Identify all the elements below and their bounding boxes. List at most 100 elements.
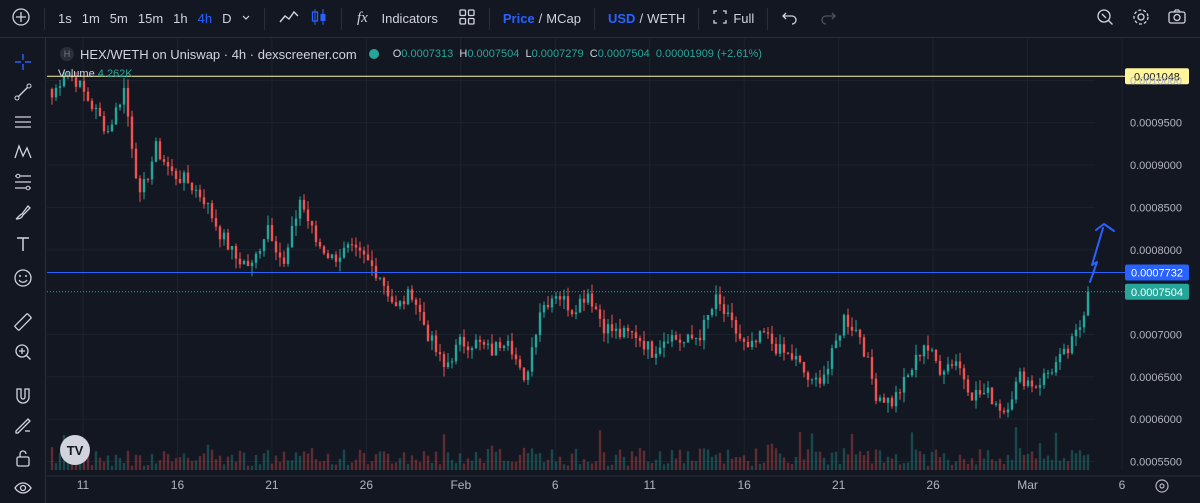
candle bbox=[502, 345, 506, 348]
ohlc-values: O0.0007313 H0.0007504 L0.0007279 C0.0007… bbox=[393, 48, 762, 60]
currency-toggle[interactable]: USD / WETH bbox=[603, 0, 690, 38]
ruler-icon[interactable] bbox=[11, 310, 35, 334]
pattern-icon[interactable] bbox=[11, 140, 35, 164]
emoji-icon[interactable] bbox=[11, 266, 35, 290]
volume-bar bbox=[442, 434, 446, 470]
interval-1d[interactable]: D bbox=[222, 11, 232, 26]
redo-icon[interactable] bbox=[814, 9, 842, 28]
top-toolbar: 1s 1m 5m 15m 1h 4h D fx Indicators Price… bbox=[0, 0, 1200, 38]
interval-15m[interactable]: 15m bbox=[137, 11, 164, 26]
volume-bar bbox=[890, 458, 894, 470]
volume-bar bbox=[326, 453, 330, 470]
candle bbox=[598, 309, 602, 319]
candle bbox=[522, 367, 526, 381]
volume-bar bbox=[318, 461, 322, 470]
interval-4h[interactable]: 4h bbox=[197, 11, 213, 26]
divider bbox=[593, 7, 595, 30]
volume-bar bbox=[858, 451, 862, 470]
indicators-icon[interactable]: fx bbox=[350, 8, 376, 29]
price-option[interactable]: Price bbox=[502, 11, 535, 26]
volume-bar bbox=[542, 461, 546, 470]
chevron-down-icon[interactable] bbox=[236, 11, 256, 26]
lock-drawing-icon[interactable] bbox=[11, 414, 35, 438]
candle bbox=[962, 368, 966, 380]
symbol-title[interactable]: HEX/WETH on Uniswap · 4h · dexscreener.c… bbox=[80, 46, 357, 62]
symbol-badge: H bbox=[60, 47, 74, 61]
candle bbox=[590, 293, 594, 307]
line-chart-icon[interactable] bbox=[273, 8, 305, 29]
candle bbox=[474, 339, 478, 349]
volume-bar bbox=[250, 465, 254, 470]
crosshair-icon[interactable] bbox=[11, 50, 35, 74]
price-axis[interactable]: 0.0010000 0.0009500 0.0009000 0.0008500 0.00… bbox=[1130, 75, 1182, 468]
candles-icon[interactable] bbox=[305, 7, 333, 30]
volume-bar bbox=[262, 453, 266, 470]
arrow-head bbox=[1095, 223, 1115, 232]
fullscreen-icon[interactable] bbox=[707, 9, 733, 28]
candle bbox=[118, 104, 122, 108]
axis-settings-icon[interactable] bbox=[1155, 479, 1169, 493]
divider bbox=[488, 7, 490, 30]
volume-bar bbox=[510, 461, 514, 470]
gear-icon[interactable] bbox=[1126, 7, 1156, 30]
price-label-box bbox=[1125, 264, 1189, 281]
volume-bar bbox=[306, 453, 310, 470]
candle bbox=[1014, 381, 1018, 400]
volume-bar bbox=[182, 453, 186, 470]
layouts-icon[interactable] bbox=[453, 8, 481, 29]
candle bbox=[974, 390, 978, 401]
svg-text:fx: fx bbox=[357, 10, 368, 26]
weth-option[interactable]: WETH bbox=[647, 11, 686, 26]
volume-bar bbox=[506, 460, 510, 470]
full-button[interactable]: Full bbox=[733, 11, 755, 26]
volume-bar bbox=[566, 465, 570, 470]
candle bbox=[318, 242, 322, 247]
fib-retracement-icon[interactable] bbox=[11, 170, 35, 194]
candle bbox=[934, 349, 938, 361]
candle bbox=[626, 327, 630, 332]
volume-bar bbox=[830, 452, 834, 470]
lock-icon[interactable] bbox=[11, 446, 35, 470]
candle bbox=[378, 277, 382, 279]
interval-1h[interactable]: 1h bbox=[173, 11, 188, 26]
brush-icon[interactable] bbox=[11, 200, 35, 224]
volume-bar bbox=[158, 460, 162, 470]
volume-bar bbox=[530, 448, 534, 470]
magnet-icon[interactable] bbox=[11, 384, 35, 408]
trend-line-icon[interactable] bbox=[11, 80, 35, 104]
candle bbox=[546, 305, 550, 308]
volume-bar bbox=[846, 454, 850, 470]
time-tick-label: 6 bbox=[552, 478, 559, 492]
camera-icon[interactable] bbox=[1162, 8, 1192, 29]
usd-option[interactable]: USD bbox=[607, 11, 636, 26]
candle bbox=[858, 329, 862, 338]
undo-icon[interactable] bbox=[776, 9, 804, 28]
eye-icon[interactable] bbox=[11, 476, 35, 500]
text-tool-icon[interactable] bbox=[11, 232, 35, 256]
interval-1m[interactable]: 1m bbox=[81, 11, 100, 26]
candle bbox=[882, 397, 886, 403]
price-tick-label: 0.0007000 bbox=[1130, 329, 1182, 341]
zoom-in-icon[interactable] bbox=[11, 340, 35, 364]
time-axis[interactable]: 11 16 21 26 Feb 6 11 16 21 26 Mar 6 bbox=[77, 478, 1169, 493]
candle bbox=[606, 324, 610, 334]
quick-search-icon[interactable] bbox=[1090, 7, 1120, 30]
mcap-option[interactable]: MCap bbox=[546, 11, 581, 26]
volume-bar bbox=[950, 464, 954, 470]
horizontal-lines-icon[interactable] bbox=[11, 110, 35, 134]
candle bbox=[498, 342, 502, 348]
interval-5m[interactable]: 5m bbox=[109, 11, 128, 26]
indicators-button[interactable]: Indicators bbox=[381, 11, 438, 26]
interval-1s[interactable]: 1s bbox=[58, 11, 72, 26]
candle bbox=[258, 251, 262, 254]
volume-bar bbox=[642, 450, 646, 470]
volume-bar bbox=[662, 464, 666, 470]
candle bbox=[762, 331, 766, 333]
price-tick-label: 0.0009000 bbox=[1130, 160, 1182, 172]
tradingview-logo[interactable]: TV bbox=[60, 435, 90, 465]
time-tick-label: 11 bbox=[643, 478, 656, 492]
price-mcap-toggle[interactable]: Price / MCap bbox=[498, 0, 586, 38]
candle bbox=[878, 397, 882, 401]
add-symbol-icon[interactable] bbox=[6, 7, 36, 30]
